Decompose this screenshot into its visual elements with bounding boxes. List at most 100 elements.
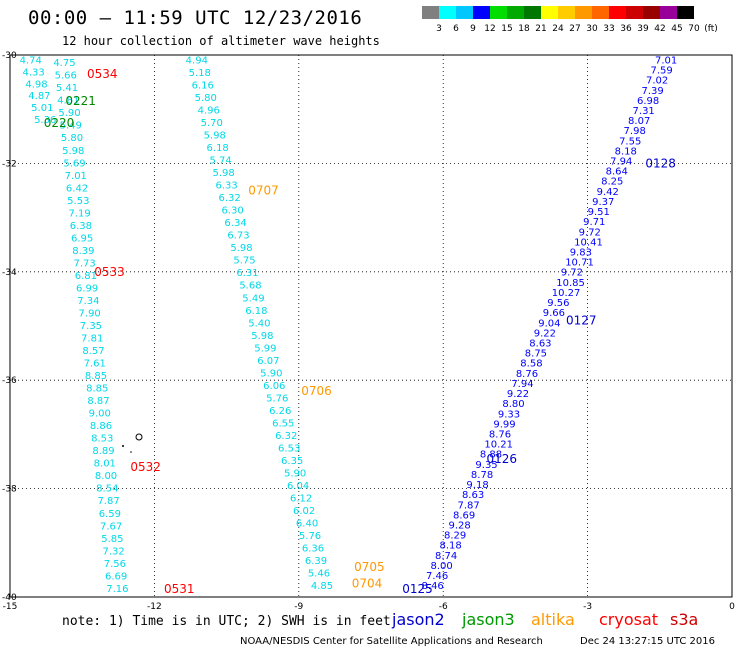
scale-label: 45 xyxy=(671,24,682,34)
y-tick-label: -30 xyxy=(2,51,17,61)
scale-label: 15 xyxy=(501,24,512,34)
wave-height-point: 6.38 xyxy=(70,221,92,232)
wave-height-point: 5.90 xyxy=(284,469,306,480)
scale-swatch xyxy=(507,6,524,19)
scale-swatch xyxy=(592,6,609,19)
wave-height-point: 8.85 xyxy=(85,371,107,382)
wave-height-point: 7.16 xyxy=(106,584,128,595)
wave-height-point: 8.46 xyxy=(422,581,444,592)
wave-height-point: 6.26 xyxy=(269,406,291,417)
plot-frame xyxy=(9,54,733,598)
wave-height-point: 6.98 xyxy=(637,96,659,107)
wave-height-point: 5.46 xyxy=(308,569,330,580)
legend-item: jason2 xyxy=(391,610,445,629)
wave-height-point: 9.22 xyxy=(534,328,556,339)
y-tick-label: -36 xyxy=(2,376,17,386)
wave-height-point: 6.32 xyxy=(275,431,297,442)
wave-height-point: 5.75 xyxy=(233,256,255,267)
wave-height-point: 8.18 xyxy=(615,146,637,157)
scale-swatch xyxy=(541,6,558,19)
time-label: 0221 xyxy=(65,94,96,108)
wave-height-point: 6.73 xyxy=(227,231,249,242)
wave-height-point: 6.18 xyxy=(245,306,267,317)
scale-swatch xyxy=(524,6,541,19)
wave-height-point: 8.18 xyxy=(439,541,461,552)
wave-height-point: 5.40 xyxy=(248,318,270,329)
wave-height-point: 5.69 xyxy=(63,158,85,169)
wave-height-point: 7.55 xyxy=(619,136,641,147)
wave-height-point: 6.07 xyxy=(257,356,279,367)
wave-height-point: 4.33 xyxy=(23,67,45,78)
scale-swatch xyxy=(456,6,473,19)
wave-height-point: 5.80 xyxy=(61,133,83,144)
y-tick-label: -40 xyxy=(2,593,17,603)
time-label: 0534 xyxy=(87,67,118,81)
wave-height-point: 5.49 xyxy=(242,293,264,304)
wave-height-point: 6.69 xyxy=(105,571,127,582)
x-tick-label: -6 xyxy=(439,602,448,612)
wave-height-point: 8.53 xyxy=(91,434,113,445)
wave-height-point: 6.59 xyxy=(99,509,121,520)
wave-height-point: 9.42 xyxy=(597,187,619,198)
wave-height-point: 7.34 xyxy=(77,296,99,307)
wave-height-point: 5.98 xyxy=(204,131,226,142)
scale-swatch xyxy=(575,6,592,19)
credit-text: NOAA/NESDIS Center for Satellite Applica… xyxy=(240,636,543,647)
wave-height-point: 6.33 xyxy=(215,181,237,192)
wave-height-point: 9.56 xyxy=(547,298,569,309)
wave-height-point: 7.87 xyxy=(457,500,479,511)
wave-height-point: 7.01 xyxy=(65,171,87,182)
wave-height-point: 9.33 xyxy=(498,409,520,420)
wave-height-point: 9.72 xyxy=(561,268,583,279)
wave-height-point: 4.75 xyxy=(53,58,75,69)
scale-swatch xyxy=(439,6,456,19)
wave-height-point: 5.76 xyxy=(266,393,288,404)
wave-height-point: 7.46 xyxy=(426,571,448,582)
wave-height-point: 4.81 xyxy=(57,96,79,107)
wave-height-point: 8.78 xyxy=(471,470,493,481)
wave-height-point: 8.00 xyxy=(95,471,117,482)
wave-height-point: 5.98 xyxy=(230,243,252,254)
wave-height-point: 6.39 xyxy=(305,556,327,567)
time-label: 0706 xyxy=(301,384,332,398)
wave-height-point: 8.07 xyxy=(628,116,650,127)
wave-height-point: 5.70 xyxy=(201,118,223,129)
wave-height-point: 7.01 xyxy=(655,55,677,66)
wave-height-point: 8.88 xyxy=(480,450,502,461)
wave-height-point: 5.18 xyxy=(189,68,211,79)
wave-height-point: 10.85 xyxy=(556,278,585,289)
scale-swatch xyxy=(422,6,439,19)
wave-height-point: 9.04 xyxy=(538,318,560,329)
wave-height-point: 5.90 xyxy=(58,108,80,119)
wave-height-point: 5.66 xyxy=(55,71,77,82)
wave-height-point: 7.39 xyxy=(642,86,664,97)
wave-height-point: 6.55 xyxy=(272,418,294,429)
time-label: 0127 xyxy=(566,314,597,328)
wave-height-point: 9.28 xyxy=(448,520,470,531)
wave-height-point: 6.40 xyxy=(296,519,318,530)
chart-subtitle: 12 hour collection of altimeter wave hei… xyxy=(62,34,380,48)
wave-height-point: 5.99 xyxy=(254,343,276,354)
wave-height-point: 6.06 xyxy=(263,381,285,392)
scale-swatch xyxy=(643,6,660,19)
wave-height-point: 6.31 xyxy=(236,268,258,279)
time-label: 0126 xyxy=(487,452,518,466)
legend-item: cryosat xyxy=(599,610,658,629)
scale-label: 6 xyxy=(453,24,459,34)
wave-height-point: 6.36 xyxy=(302,544,324,555)
scale-swatch xyxy=(473,6,490,19)
wave-height-point: 9.83 xyxy=(570,248,592,259)
wave-height-point: 6.53 xyxy=(278,443,300,454)
legend-item: s3a xyxy=(670,610,698,629)
wave-height-point: 4.96 xyxy=(198,105,220,116)
scale-label: 33 xyxy=(603,24,614,34)
wave-height-point: 5.98 xyxy=(251,331,273,342)
wave-height-point: 8.57 xyxy=(82,346,104,357)
chart-title: 00:00 – 11:59 UTC 12/23/2016 xyxy=(28,7,362,29)
time-label: 0707 xyxy=(248,184,279,198)
wave-height-point: 7.31 xyxy=(633,106,655,117)
scale-label: 30 xyxy=(586,24,598,34)
island-markers xyxy=(122,433,143,453)
axis-ticks: -15 -12 -9 -6 -3 0-30-32-34-36-38-40 xyxy=(2,51,735,612)
wave-height-point: 8.00 xyxy=(431,561,453,572)
